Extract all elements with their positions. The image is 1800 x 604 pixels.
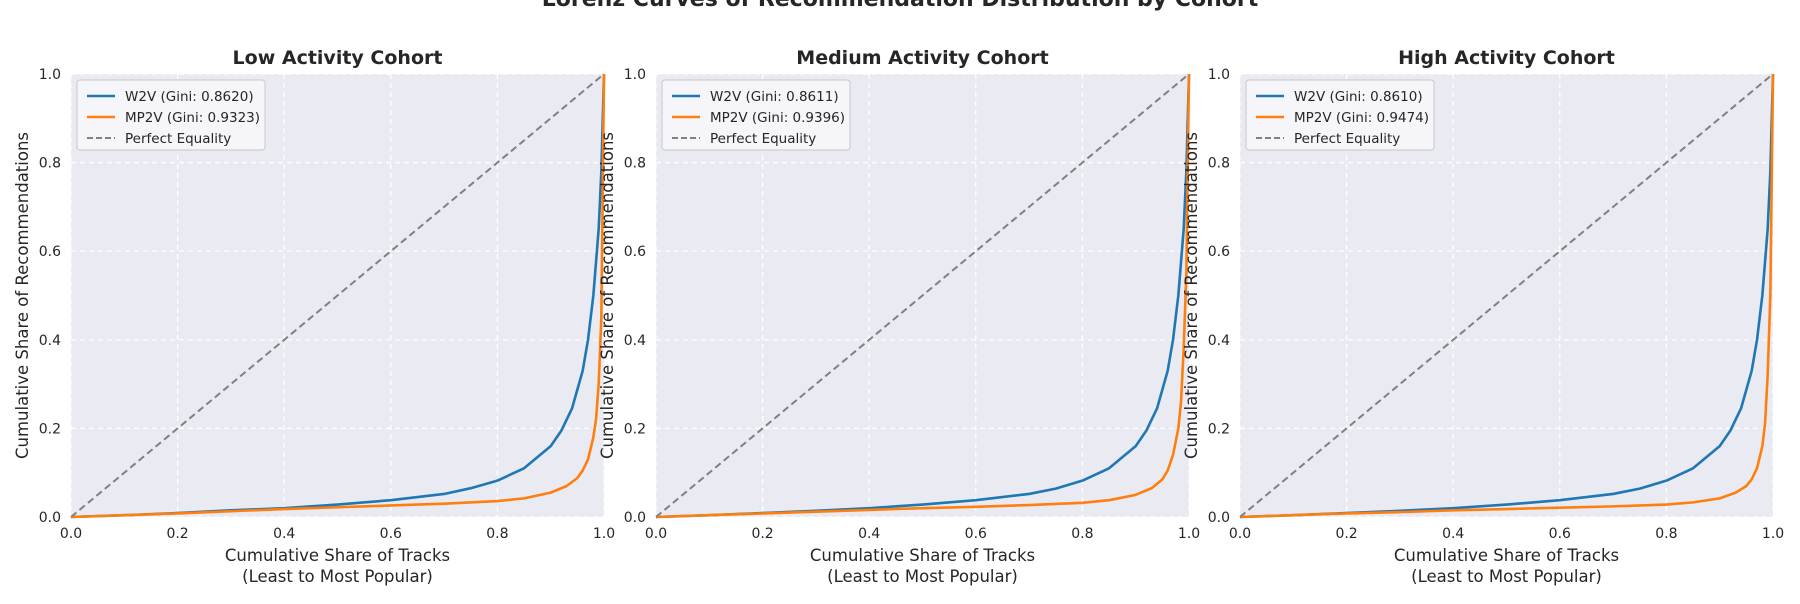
y-tick-label: 0.8 bbox=[1208, 156, 1230, 172]
x-tick-label: 0.0 bbox=[645, 526, 667, 542]
y-tick-label: 0.8 bbox=[39, 156, 61, 172]
x-tick-label: 1.0 bbox=[1178, 526, 1200, 542]
legend-label: Perfect Equality bbox=[710, 131, 816, 147]
y-tick-label: 0.4 bbox=[1208, 333, 1230, 349]
x-tick-label: 0.0 bbox=[1229, 526, 1251, 542]
y-tick-label: 0.6 bbox=[1208, 244, 1230, 260]
y-tick-label: 0.6 bbox=[39, 244, 61, 260]
legend-box bbox=[76, 79, 266, 151]
legend-label: Perfect Equality bbox=[1294, 131, 1400, 147]
legend-box bbox=[661, 79, 851, 151]
x-tick-label: 0.6 bbox=[965, 526, 987, 542]
x-tick-label: 0.2 bbox=[1335, 526, 1357, 542]
chart-title: Medium Activity Cohort bbox=[796, 47, 1048, 69]
x-tick-label: 0.4 bbox=[273, 526, 295, 542]
chart-panel-2: 0.0 0.2 0.4 0.6 0.8 1.0 0.0 0.2 0.4 0.6 0.8 1.0 Medi… bbox=[598, 47, 1200, 586]
y-tick-label: 0.4 bbox=[39, 333, 61, 349]
x-tick-label: 0.8 bbox=[486, 526, 508, 542]
legend-label: MP2V (Gini: 0.9323) bbox=[125, 110, 260, 126]
chart-title: Low Activity Cohort bbox=[233, 47, 443, 69]
y-tick-label: 0.2 bbox=[1208, 421, 1230, 437]
legend-label: MP2V (Gini: 0.9474) bbox=[1294, 110, 1429, 126]
x-tick-label: 0.2 bbox=[166, 526, 188, 542]
x-axis-label: Cumulative Share of Tracks (Least to Most… bbox=[1394, 546, 1619, 586]
series-line-3 bbox=[655, 73, 1190, 518]
legend: W2V (Gini: 0.8620) MP2V (Gini: 0.9323) Per… bbox=[76, 79, 266, 151]
x-tick-label: 0.6 bbox=[380, 526, 402, 542]
y-tick-label: 0.0 bbox=[1208, 510, 1230, 526]
y-tick-label: 1.0 bbox=[39, 67, 61, 83]
x-tick-label: 1.0 bbox=[1762, 526, 1784, 542]
x-tick-label: 0.8 bbox=[1071, 526, 1093, 542]
chart-panel-1: 0.0 0.2 0.4 0.6 0.8 1.0 0.0 0.2 0.4 0.6 0.8 1.0 Low … bbox=[13, 47, 615, 586]
legend-label: W2V (Gini: 0.8620) bbox=[125, 89, 254, 105]
figure-title: Lorenz Curves of Recommendation Distribu… bbox=[542, 0, 1259, 12]
y-tick-label: 1.0 bbox=[1208, 67, 1230, 83]
y-axis-label: Cumulative Share of Recommendations bbox=[598, 132, 617, 459]
legend-label: MP2V (Gini: 0.9396) bbox=[710, 110, 845, 126]
x-axis-label: Cumulative Share of Tracks (Least to Most… bbox=[225, 546, 450, 586]
y-tick-label: 1.0 bbox=[624, 67, 646, 83]
legend-label: Perfect Equality bbox=[125, 131, 231, 147]
series-line-1 bbox=[1239, 73, 1775, 519]
chart-panel-3: 0.0 0.2 0.4 0.6 0.8 1.0 0.0 0.2 0.4 0.6 0.8 1.0 High… bbox=[1182, 47, 1784, 586]
y-tick-label: 0.4 bbox=[624, 333, 646, 349]
y-tick-label: 0.2 bbox=[624, 421, 646, 437]
x-axis-label: Cumulative Share of Tracks (Least to Most… bbox=[810, 546, 1035, 586]
chart-title: High Activity Cohort bbox=[1398, 47, 1615, 69]
x-tick-label: 0.0 bbox=[60, 526, 82, 542]
y-axis-label: Cumulative Share of Recommendations bbox=[13, 132, 32, 459]
y-tick-label: 0.2 bbox=[39, 421, 61, 437]
y-tick-label: 0.0 bbox=[624, 510, 646, 526]
x-tick-label: 1.0 bbox=[593, 526, 615, 542]
legend-label: W2V (Gini: 0.8610) bbox=[1294, 89, 1423, 105]
x-tick-label: 0.6 bbox=[1549, 526, 1571, 542]
y-tick-label: 0.0 bbox=[39, 510, 61, 526]
y-tick-label: 0.8 bbox=[624, 156, 646, 172]
x-tick-label: 0.4 bbox=[858, 526, 880, 542]
series-line-3 bbox=[70, 73, 605, 518]
series-line-2 bbox=[655, 73, 1191, 519]
y-tick-label: 0.6 bbox=[624, 244, 646, 260]
y-axis-label: Cumulative Share of Recommendations bbox=[1182, 132, 1201, 459]
legend-box bbox=[1245, 79, 1435, 151]
series-line-2 bbox=[1239, 73, 1775, 519]
x-tick-label: 0.8 bbox=[1655, 526, 1677, 542]
x-tick-label: 0.4 bbox=[1442, 526, 1464, 542]
legend: W2V (Gini: 0.8611) MP2V (Gini: 0.9396) Per… bbox=[661, 79, 851, 151]
x-tick-label: 0.2 bbox=[751, 526, 773, 542]
legend-label: W2V (Gini: 0.8611) bbox=[710, 89, 839, 105]
legend: W2V (Gini: 0.8610) MP2V (Gini: 0.9474) Per… bbox=[1245, 79, 1435, 151]
series-line-3 bbox=[1239, 73, 1774, 518]
series-line-2 bbox=[70, 73, 606, 519]
